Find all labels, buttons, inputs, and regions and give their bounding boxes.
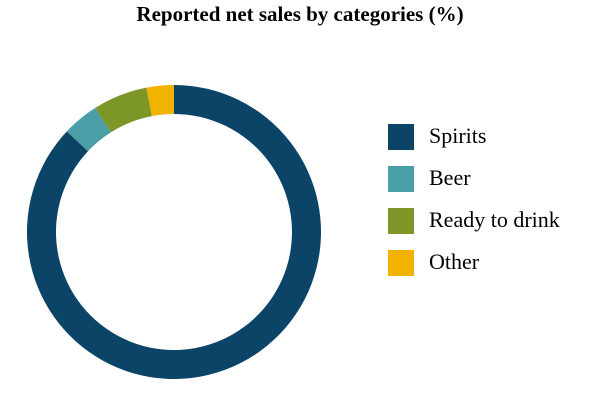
legend-label: Other [429,249,480,274]
legend-swatch [388,166,414,192]
donut-segment [146,85,174,117]
legend-label: Ready to drink [429,207,560,232]
legend-label: Spirits [429,123,486,148]
donut-segment [66,107,111,152]
donut-segment [95,87,152,133]
legend-swatch [388,250,414,276]
legend-label: Beer [429,165,471,190]
legend-swatch [388,208,414,234]
legend-swatch [388,124,414,150]
chart-title: Reported net sales by categories (%) [136,2,463,26]
